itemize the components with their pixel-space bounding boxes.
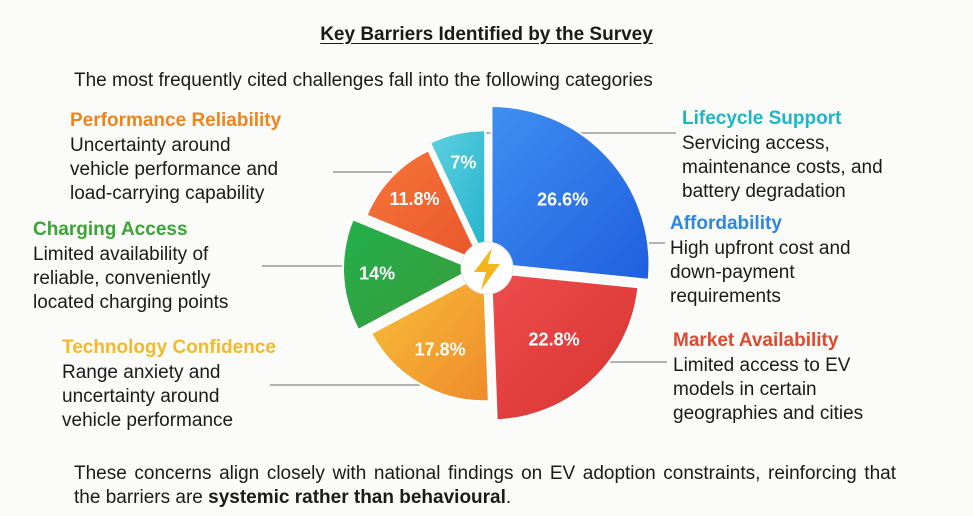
category-title: Affordability: [670, 213, 782, 234]
category-desc-line: uncertainty around: [62, 386, 220, 407]
category-technology-confidence: Technology Confidence Range anxiety and …: [62, 337, 276, 433]
pie-slice-market-availability: [490, 271, 640, 422]
center-badge: [460, 241, 514, 295]
slice-label: 7%: [450, 153, 476, 173]
pie-slice-technology-confidence: [369, 271, 490, 403]
slice-label: 22.8%: [529, 329, 580, 349]
footer-main: These concerns align closely with nation…: [74, 463, 896, 508]
category-desc-line: Limited access to EV: [673, 355, 851, 376]
category-desc-line: reliable, conveniently: [33, 268, 211, 289]
pie-slice-performance-reliability: [365, 148, 484, 265]
category-desc-line: down-payment: [670, 262, 795, 283]
category-lifecycle-support: Lifecycle Support Servicing access, main…: [682, 108, 883, 204]
category-desc-line: vehicle performance: [62, 410, 234, 431]
category-desc-line: Uncertainty around: [70, 135, 231, 156]
footer-text: These concerns align closely with nation…: [74, 462, 896, 510]
pie-slice-charging-access: [342, 218, 476, 332]
category-desc-line: Range anxiety and: [62, 362, 221, 383]
category-desc-line: load-carrying capability: [70, 183, 265, 204]
category-title: Performance Reliability: [70, 110, 282, 131]
category-desc-line: Limited availability of: [33, 244, 209, 265]
footer-end: .: [505, 487, 512, 508]
category-desc-line: battery degradation: [682, 181, 846, 202]
category-title: Charging Access: [33, 219, 188, 240]
category-market-availability: Market Availability Limited access to EV…: [673, 330, 863, 426]
page-subtitle: The most frequently cited challenges fal…: [74, 70, 653, 91]
category-title: Technology Confidence: [62, 337, 276, 358]
category-desc-line: models in certain: [673, 379, 817, 400]
lightning-bolt-icon: [474, 248, 500, 290]
slice-label: 14%: [359, 264, 395, 284]
category-performance-reliability: Performance Reliability Uncertainty arou…: [70, 110, 281, 206]
category-desc-line: requirements: [670, 286, 781, 307]
footer-bold: systemic rather than behavioural: [208, 487, 506, 508]
pie-slice-affordability: [490, 104, 651, 281]
category-title: Lifecycle Support: [682, 108, 842, 129]
slice-label: 17.8%: [415, 340, 466, 360]
category-affordability: Affordability High upfront cost and down…: [670, 213, 851, 309]
category-desc-line: maintenance costs, and: [682, 157, 883, 178]
category-charging-access: Charging Access Limited availability of …: [33, 219, 228, 315]
category-desc-line: located charging points: [33, 292, 229, 313]
category-desc-line: vehicle performance and: [70, 159, 279, 180]
slice-label: 11.8%: [390, 189, 440, 209]
pie-slice-lifecycle-support: [428, 129, 487, 261]
category-desc-line: geographies and cities: [673, 403, 864, 424]
slice-label: 26.6%: [537, 190, 588, 210]
category-desc-line: High upfront cost and: [670, 238, 851, 259]
category-desc-line: Servicing access,: [682, 133, 830, 154]
category-title: Market Availability: [673, 330, 839, 351]
page-title: Key Barriers Identified by the Survey: [320, 24, 653, 45]
